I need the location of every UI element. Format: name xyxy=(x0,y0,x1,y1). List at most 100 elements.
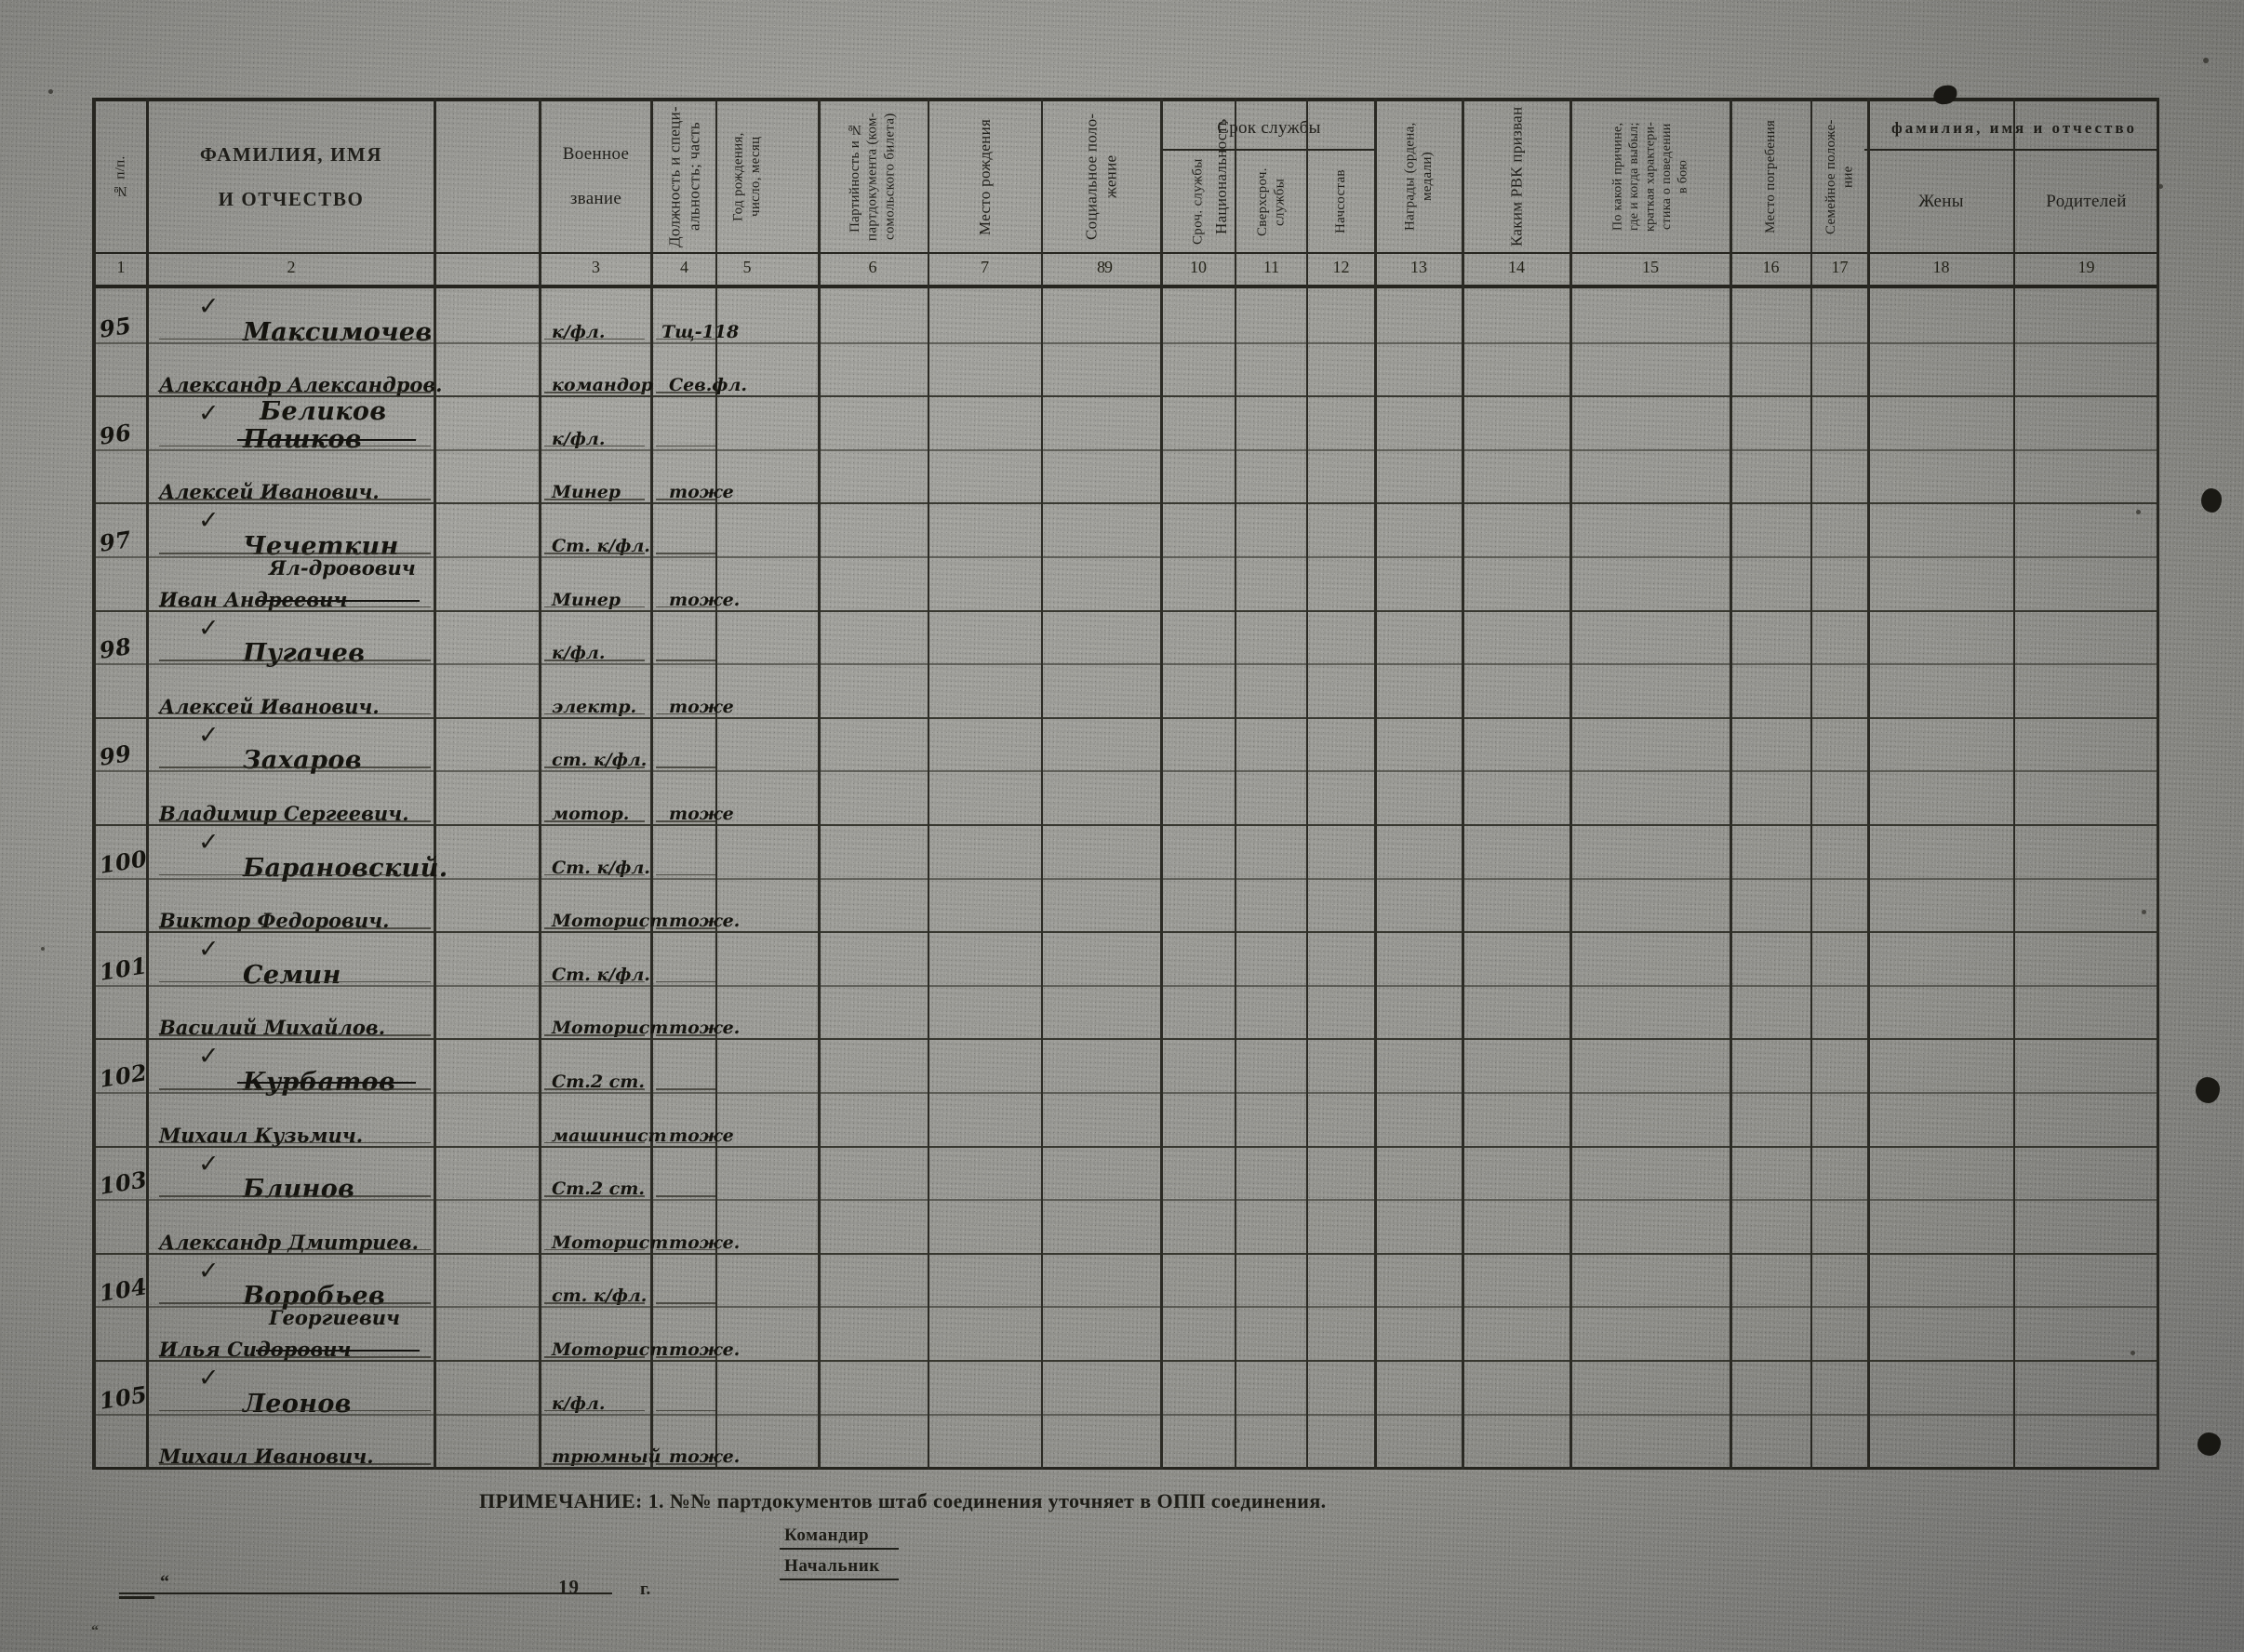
row-rule xyxy=(92,663,2159,666)
header-number-rule xyxy=(92,252,2159,254)
header-col-18-label: Жены xyxy=(1918,192,1964,212)
entry-rank-underline-a xyxy=(544,980,645,983)
entry-rank-underline-b xyxy=(544,1356,645,1358)
entry-surname: Барановский. xyxy=(243,853,448,883)
entry-rank-secondary: машинист xyxy=(552,1125,667,1146)
col-sep-1 xyxy=(92,98,96,1470)
edge-blot-right-lower xyxy=(2197,1432,2221,1456)
header-col-13-label: Награды (ордена, медали) xyxy=(1402,122,1435,232)
entry-given-underline xyxy=(159,820,431,822)
entry-surname: Леонов xyxy=(243,1389,352,1419)
service-term-group-rule xyxy=(1162,149,1374,151)
signature-commander-rule xyxy=(780,1548,899,1550)
entry-given-strikethrough xyxy=(256,1350,420,1352)
col-sep-12 xyxy=(1306,98,1308,1470)
entry-rank-underline-a xyxy=(544,659,645,661)
entry-checkmark: ✓ xyxy=(198,720,220,750)
entry-rank-underline-a xyxy=(544,553,645,554)
entry-surname-strikethrough xyxy=(237,1082,416,1084)
entry-post-underline-a xyxy=(656,1302,715,1304)
entry-number: 99 xyxy=(97,739,134,772)
entry-given-underline xyxy=(159,1248,431,1251)
entry-surname-underline xyxy=(159,980,431,983)
entry-number: 104 xyxy=(97,1272,150,1308)
speck-right-a xyxy=(2158,184,2163,189)
entry-rank-secondary: Моторист xyxy=(552,1339,669,1360)
date-year-prefix: 19 xyxy=(558,1576,580,1598)
colnum-17: 17 xyxy=(1831,258,1849,276)
entry-post-underline-b xyxy=(656,499,715,500)
entry-surname-underline xyxy=(159,1302,431,1304)
entry-surname-underline xyxy=(159,659,431,661)
entry-rank-underline-a xyxy=(544,445,645,447)
header-col-1: № п/п. xyxy=(96,103,146,250)
entry-number: 97 xyxy=(97,525,134,557)
entry-rank-underline-a xyxy=(544,338,645,340)
header-col-4-label: Должность и специ- альность; часть xyxy=(665,106,703,247)
entry-given-correction: Георгиевич xyxy=(269,1306,401,1330)
entry-post-underline-b xyxy=(656,1248,715,1251)
entry-given-underline xyxy=(159,713,431,715)
entry-rank-secondary: Моторист xyxy=(552,1018,669,1039)
entry-post-underline-b xyxy=(656,820,715,822)
entry-surname-underline xyxy=(159,766,431,768)
col-sep-2 xyxy=(146,98,149,1470)
entry-post-underline-a xyxy=(656,1088,715,1090)
header-col-3-label-line1: Военное xyxy=(562,144,630,165)
header-col-15: По какой причине, где и когда выбыл; кра… xyxy=(1572,103,1729,250)
entry-surname: Семин xyxy=(243,960,341,990)
entry-given-underline xyxy=(159,927,431,929)
entry-number: 102 xyxy=(97,1059,150,1093)
col-sep-7 xyxy=(818,98,821,1470)
entry-post-secondary: тоже xyxy=(669,804,734,824)
entry-checkmark: ✓ xyxy=(198,399,220,429)
entry-rank-underline-b xyxy=(544,1248,645,1251)
speck-left-b xyxy=(41,947,45,951)
date-day-rule xyxy=(119,1596,154,1599)
col-sep-9 xyxy=(1041,98,1043,1470)
row-rule xyxy=(92,395,2159,398)
header-col-16: Место погребения xyxy=(1732,103,1810,250)
entry-rank-underline-a xyxy=(544,1302,645,1304)
entry-post-underline-a xyxy=(656,553,715,554)
header-col-15-label: По какой причине, где и когда выбыл; кра… xyxy=(1610,121,1690,233)
table-header: № п/п. ФАМИЛИЯ, ИМЯ И ОТЧЕСТВО Военное з… xyxy=(92,98,2159,286)
row-rule xyxy=(92,770,2159,773)
entry-rank-secondary: Минер xyxy=(552,482,621,503)
entry-post-secondary: Сев.фл. xyxy=(669,375,747,396)
colnum-6: 6 xyxy=(868,258,877,276)
date-blank-rule xyxy=(119,1592,612,1594)
row-rule xyxy=(92,716,2159,719)
header-col-7-label: Место рождения xyxy=(975,118,994,235)
entry-post-underline-b xyxy=(656,927,715,929)
entry-post-underline-a xyxy=(656,873,715,876)
entry-post-underline-a xyxy=(656,659,715,661)
entry-number: 100 xyxy=(97,844,150,879)
entry-rank-primary: к/фл. xyxy=(552,643,606,664)
col-sep-14 xyxy=(1462,98,1464,1470)
colnum-14: 14 xyxy=(1508,258,1525,276)
entry-checkmark: ✓ xyxy=(198,613,220,643)
entry-post-underline-b xyxy=(656,392,715,393)
entry-post-underline-a xyxy=(656,980,715,983)
header-col-12-label: Начсостав xyxy=(1333,169,1349,234)
colnum-4: 4 xyxy=(680,258,688,276)
header-col-5: Год рождения, число, месяц xyxy=(717,103,777,250)
entry-surname: Пугачев xyxy=(243,639,366,669)
signature-chief-label: Начальник xyxy=(784,1556,880,1576)
entry-surname-underline xyxy=(159,553,431,554)
header-col-2: ФАМИЛИЯ, ИМЯ И ОТЧЕСТВО xyxy=(149,103,434,250)
col-sep-6 xyxy=(715,98,717,1470)
entry-rank-secondary: Минер xyxy=(552,589,621,610)
col-sep-17 xyxy=(1810,98,1812,1470)
entry-post-underline-b xyxy=(656,713,715,715)
col-sep-5 xyxy=(650,98,653,1470)
colnum-13: 13 xyxy=(1410,258,1427,276)
col-sep-right xyxy=(2157,98,2159,1470)
entry-surname: Чечеткин xyxy=(243,532,399,561)
entry-rank-secondary: командор xyxy=(552,375,653,396)
entry-rank-primary: Ст.2 ст. xyxy=(552,1179,645,1200)
row-rule xyxy=(92,448,2159,451)
personnel-table: № п/п. ФАМИЛИЯ, ИМЯ И ОТЧЕСТВО Военное з… xyxy=(92,98,2159,1470)
